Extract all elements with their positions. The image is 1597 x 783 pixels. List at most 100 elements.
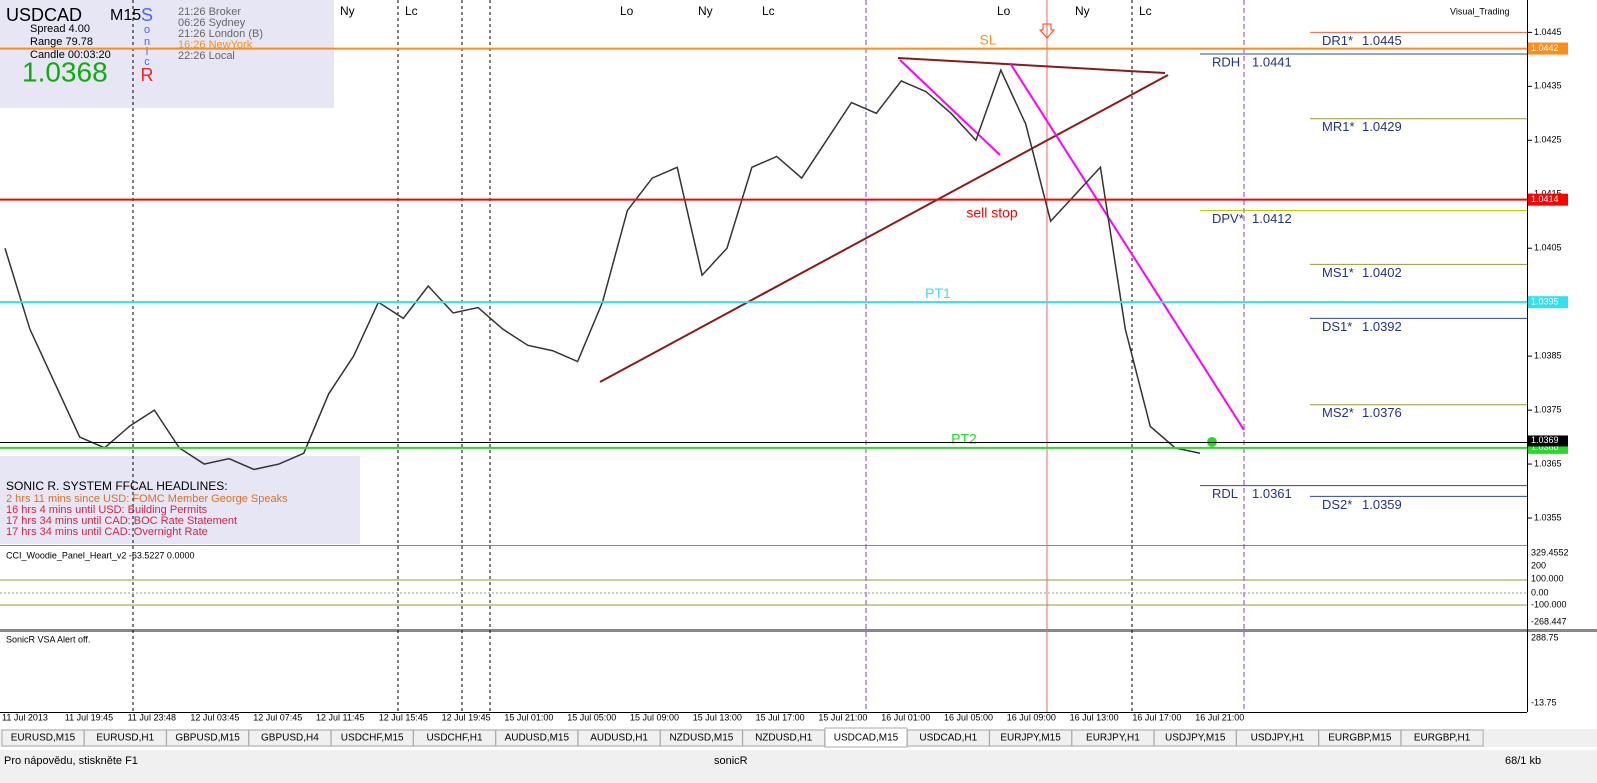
tab-label[interactable]: USDCAD,H1 [919,733,977,744]
time-label: 16 Jul 21:00 [1195,712,1244,722]
tab-label[interactable]: USDCHF,H1 [426,733,483,744]
time-label: 11 Jul 2013 [2,712,48,722]
vsa-tick-label: 288.75 [1531,632,1559,642]
price-marker [1528,435,1568,447]
y-tick-label: 1.0365 [1534,458,1562,468]
pivot-name: MS2* [1322,405,1354,420]
tab-label[interactable]: USDJPY,M15 [1165,733,1226,744]
trend-line [599,74,1169,383]
time-label: 15 Jul 05:00 [567,712,616,722]
tab-label[interactable]: EURGBP,H1 [1414,733,1471,744]
time-label: 12 Jul 03:45 [190,712,239,722]
time-label: 15 Jul 13:00 [693,712,742,722]
time-label: 15 Jul 17:00 [756,712,805,722]
clock: 16:26 NewYork [178,39,253,51]
trend-line [897,57,1166,74]
time-label: 11 Jul 23:48 [128,712,176,722]
price-marker-label: 1.0414 [1531,194,1559,204]
time-label: 12 Jul 19:45 [442,712,491,722]
headline: 17 hrs 34 mins until CAD: BOC Rate State… [6,515,237,527]
arrow-icon [1038,23,1056,39]
time-label: 16 Jul 05:00 [944,712,993,722]
vsa-label: SonicR VSA Alert off. [6,634,90,644]
time-label: 12 Jul 11:45 [316,712,364,722]
pivot-name: DS2* [1322,497,1352,512]
cci-tick-label: 200 [1531,560,1546,570]
time-label: 15 Jul 09:00 [630,712,679,722]
session-label: Ny [340,4,355,18]
session-label: Lc [405,4,418,18]
clock: 21:26 Broker [178,6,241,18]
range: Range 79.78 [30,36,93,48]
time-label: 16 Jul 01:00 [881,712,930,722]
pivot-value: 1.0429 [1362,119,1402,134]
candle: Candle 00:03:20 [30,49,111,61]
cci-tick-label: -268.447 [1531,616,1567,626]
current-price: 1.0368 [22,56,108,87]
tab-label[interactable]: EURJPY,M15 [1000,733,1061,744]
price-marker [1528,193,1568,206]
y-tick-label: 1.0425 [1534,135,1562,145]
sonic-letter: R [141,65,154,85]
clock: 21:26 London (B) [178,28,263,40]
sonic-letter: i [146,46,148,58]
corner-label: Visual_Trading [1450,6,1510,16]
cci-tick-label: 329.4552 [1531,547,1569,557]
session-label: Ny [698,4,713,18]
time-label: 16 Jul 13:00 [1070,712,1119,722]
tab-label[interactable]: USDCAD,M15 [834,733,899,744]
sonic-letter: o [144,24,150,36]
session-label: Ny [1075,4,1090,18]
session-label: Lo [997,4,1011,18]
headline: 2 hrs 11 mins since USD: FOMC Member Geo… [6,493,288,505]
pivot-value: 1.0412 [1252,211,1292,226]
y-tick-label: 1.0355 [1534,512,1562,522]
pivot-name: DPV* [1212,211,1244,226]
pivot-name: DR1* [1322,33,1353,48]
level-label: SL [979,31,996,47]
headline: 16 hrs 4 mins until USD: Building Permit… [6,504,208,516]
tab-label[interactable]: GBPUSD,H4 [261,733,319,744]
tab[interactable] [1400,729,1484,747]
tab-label[interactable]: GBPUSD,M15 [175,733,240,744]
status-bar [0,750,1597,783]
headline-title: SONIC R. SYSTEM FFCAL HEADLINES: [6,479,228,493]
tab-label[interactable]: EURUSD,H1 [96,733,154,744]
pivot-value: 1.0376 [1362,405,1402,420]
y-tick-label: 1.0385 [1534,351,1562,361]
trend-line [899,59,1001,156]
pivot-value: 1.0445 [1362,33,1402,48]
tab-label[interactable]: NZDUSD,H1 [755,733,813,744]
time-label: 15 Jul 01:00 [504,712,553,722]
price-marker-label: 1.0442 [1531,43,1559,53]
tab-label[interactable]: EURGBP,M15 [1328,733,1392,744]
y-tick-label: 1.0415 [1534,189,1562,199]
pivot-name: MS1* [1322,265,1354,280]
session-label: Lo [620,4,634,18]
pivot-value: 1.0359 [1362,497,1402,512]
price-marker-label: 1.0369 [1531,435,1559,445]
cci-tick-label: -100.000 [1531,599,1567,609]
tab-label[interactable]: EURJPY,H1 [1086,733,1140,744]
pivot-value: 1.0441 [1252,54,1292,69]
trend-line [1009,62,1245,431]
level-label: sell stop [966,204,1018,220]
cci-tick-label: 0.00 [1531,587,1549,597]
sonic-letter: c [144,56,150,68]
tab-label[interactable]: AUDUSD,H1 [590,733,648,744]
tab-label[interactable]: NZDUSD,M15 [669,733,733,744]
cci-tick-label: 100.000 [1531,573,1564,583]
tab-label[interactable]: USDJPY,H1 [1251,733,1305,744]
session-label: Lc [762,4,775,18]
clock: 06:26 Sydney [178,17,246,29]
tab-label[interactable]: AUDUSD,M15 [505,733,570,744]
clock: 22:26 Local [178,50,235,62]
pivot-value: 1.0392 [1362,319,1402,334]
tab-label[interactable]: USDCHF,M15 [341,733,404,744]
tab-label[interactable]: EURUSD,M15 [11,733,76,744]
sonic-letter: S [141,5,153,25]
pivot-name: DS1* [1322,319,1352,334]
time-label: 12 Jul 15:45 [379,712,428,722]
headline: 17 hrs 34 mins until CAD: Overnight Rate [6,526,208,538]
